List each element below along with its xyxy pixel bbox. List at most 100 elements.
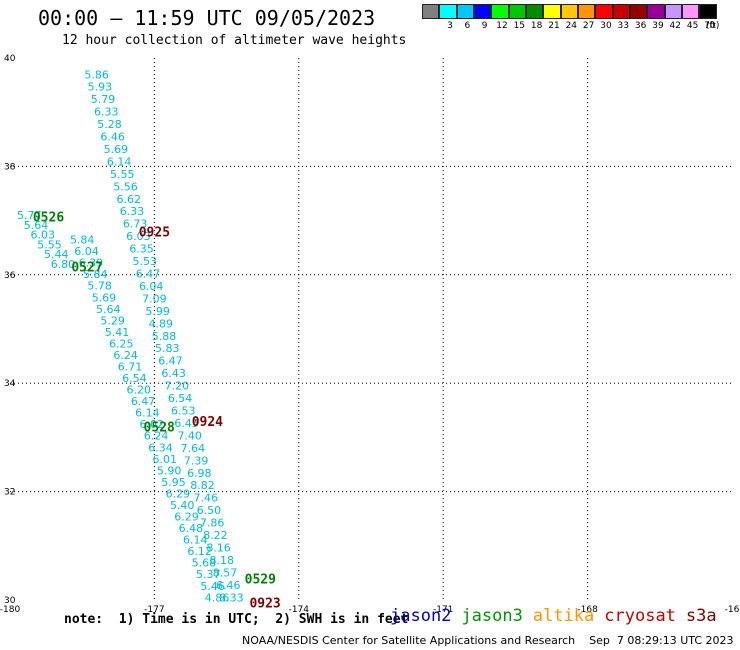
wave-height-value: 6.47 — [136, 268, 161, 281]
satellite-legend-item: cryosat — [604, 606, 676, 626]
wave-height-value: 6.29 — [166, 487, 191, 500]
pass-time-label: 0527 — [71, 261, 102, 276]
wave-height-value: 5.83 — [155, 342, 180, 355]
wave-height-value: 6.53 — [171, 404, 196, 417]
legend-swatch — [491, 4, 509, 19]
legend-label: 15 — [513, 21, 526, 31]
legend-swatch — [629, 4, 648, 19]
wave-height-value: 6.62 — [116, 193, 141, 206]
wave-height-value: 6.04 — [139, 280, 164, 293]
wave-height-value: 5.29 — [100, 314, 125, 327]
color-scale-labels: 3 6 9 12 15 18 21 24 27 30 33 36 39 42 45 70 (ft) — [422, 19, 720, 33]
legend-swatch — [681, 4, 700, 19]
x-tick-label: -16 — [725, 605, 740, 615]
wave-height-value: 6.54 — [122, 372, 147, 385]
x-tick-label: -177 — [144, 605, 164, 615]
wave-height-value: 6.46 — [216, 579, 241, 592]
wave-height-value: 6.02 — [140, 418, 165, 431]
x-tick-label: -180 — [0, 605, 20, 615]
wave-height-value: 6.34 — [148, 441, 173, 454]
wave-height-value: 6.04 — [74, 245, 99, 258]
pass-time-label: 0924 — [192, 415, 223, 430]
wave-height-value: 5.84 — [83, 268, 108, 281]
legend-unit: (ft) — [705, 21, 720, 31]
wave-height-value: 6.98 — [187, 467, 212, 480]
wave-height-value: 6.35 — [129, 243, 154, 256]
wave-height-value: 5.95 — [161, 476, 186, 489]
footnote: note: 1) Time is in UTC; 2) SWH is in fe… — [64, 612, 409, 627]
wave-height-value: 6.54 — [168, 392, 193, 405]
wave-height-value: 5.41 — [105, 326, 130, 339]
wave-height-value: 6.46 — [100, 131, 125, 144]
wave-height-value: 7.86 — [200, 517, 225, 530]
legend-swatch — [473, 4, 492, 19]
legend-label: 30 — [600, 21, 612, 31]
wave-height-value: 6.24 — [113, 349, 138, 362]
wave-height-value: 4.86 — [205, 591, 230, 604]
wave-height-value: 7.40 — [177, 429, 202, 442]
wave-height-value: 5.46 — [200, 580, 225, 593]
legend-label: 6 — [464, 21, 471, 31]
wave-height-value: 5.68 — [192, 557, 217, 570]
wave-height-value: 6.43 — [161, 367, 186, 380]
pass-time-label: 0526 — [33, 210, 64, 225]
wave-height-value: 5.77 — [17, 209, 42, 222]
map-title: 00:00 – 11:59 UTC 09/05/2023 — [38, 6, 376, 30]
y-tick-label: 32 — [4, 488, 15, 498]
legend-label: 18 — [530, 21, 543, 31]
wave-height-value: 6.14 — [135, 407, 160, 420]
legend-label: 42 — [669, 21, 682, 31]
wave-height-value: 5.69 — [92, 291, 117, 304]
wave-height-value: 5.55 — [110, 168, 135, 181]
y-tick-label: 38 — [4, 162, 16, 172]
wave-height-value: 5.44 — [44, 248, 69, 261]
wave-height-value: 6.20 — [126, 384, 151, 397]
wave-height-value: 6.73 — [123, 218, 148, 231]
wave-height-value: 6.03 — [30, 229, 55, 242]
wave-height-value: 8.82 — [190, 479, 215, 492]
wave-height-value: 5.64 — [96, 303, 121, 316]
legend-swatch — [543, 4, 561, 19]
wave-height-value: 5.69 — [104, 143, 129, 156]
wave-height-value: 6.14 — [183, 534, 208, 547]
wave-height-value: 6.33 — [94, 106, 119, 119]
wave-height-value: 6.71 — [118, 361, 143, 374]
legend-swatch — [560, 4, 578, 19]
pass-time-label: 0529 — [245, 572, 276, 587]
legend-label: 39 — [652, 21, 664, 31]
legend-swatch — [456, 4, 474, 19]
legend-swatch — [595, 4, 613, 19]
x-tick-label: -174 — [289, 605, 310, 615]
legend-swatch — [664, 4, 682, 19]
wave-height-value: 4.89 — [149, 317, 174, 330]
wave-height-value: 8.16 — [206, 541, 231, 554]
satellite-legend: jason2 jason3 altika cryosat s3a — [390, 606, 727, 626]
legend-label: 36 — [634, 21, 647, 31]
wave-height-value: 7.39 — [184, 454, 209, 467]
wave-height-value: 6.39 — [79, 257, 104, 270]
satellite-legend-item: jason3 — [461, 606, 523, 626]
y-tick-label: 40 — [4, 54, 16, 64]
wave-height-value: 6.25 — [109, 337, 134, 350]
wave-height-value: 6.12 — [187, 545, 212, 558]
legend-swatch — [439, 4, 457, 19]
wave-height-value: 6.14 — [107, 155, 132, 168]
y-tick-label: 34 — [4, 379, 16, 389]
wave-height-value: 8.18 — [210, 554, 235, 567]
legend-label: 3 — [447, 21, 453, 31]
pass-time-label: 0528 — [144, 421, 175, 436]
pass-time-label: 0925 — [139, 225, 170, 240]
wave-height-value: 5.56 — [113, 180, 138, 193]
wave-height-value: 5.64 — [24, 219, 49, 232]
legend-swatch — [422, 4, 440, 19]
wave-height-value: 6.47 — [158, 355, 183, 368]
color-scale-bar — [422, 4, 717, 19]
legend-label: 45 — [686, 21, 699, 31]
wave-height-value: 6.80 — [51, 258, 76, 271]
y-tick-label: 36 — [4, 271, 16, 281]
wave-height-value: 6.33 — [120, 205, 145, 218]
x-tick-label: -171 — [433, 605, 453, 615]
wave-height-value: 6.29 — [174, 511, 199, 524]
legend-label: 9 — [481, 21, 488, 31]
